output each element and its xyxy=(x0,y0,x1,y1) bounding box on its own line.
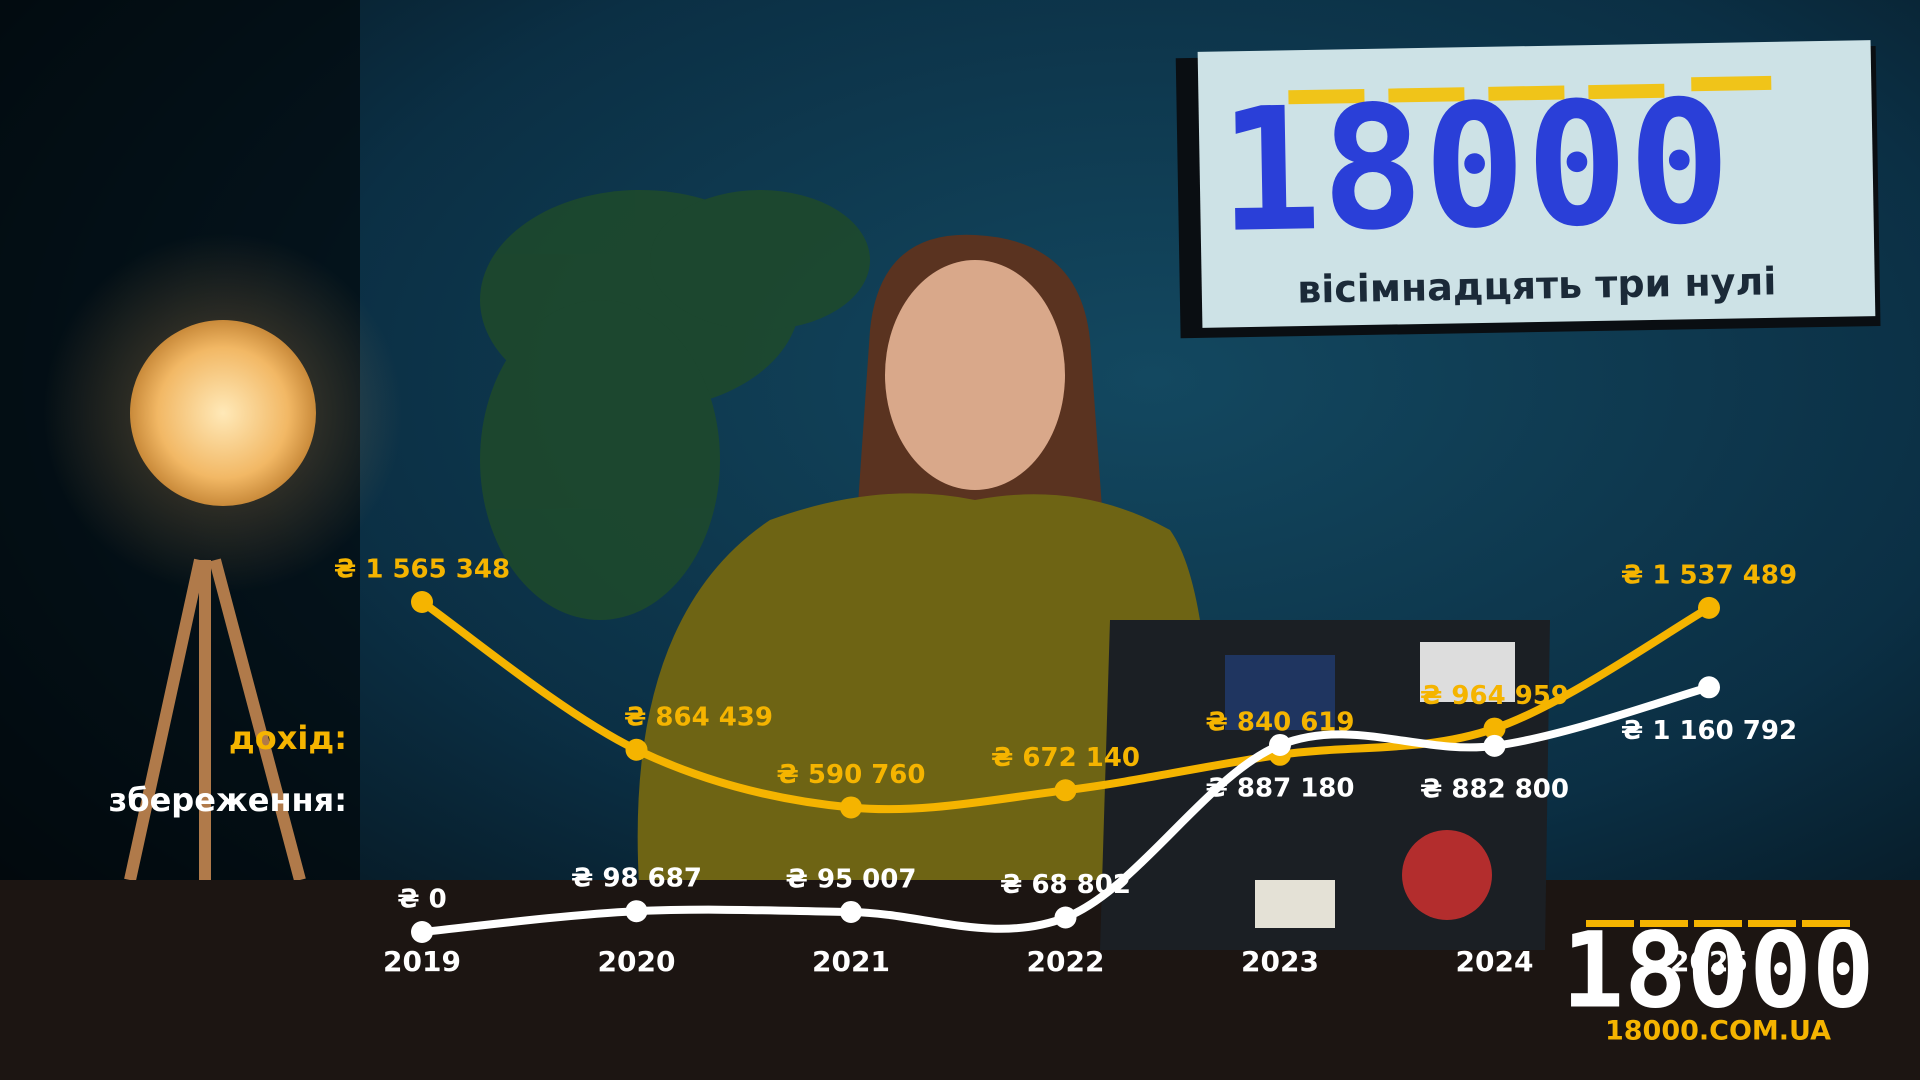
legend-label: збереження: xyxy=(109,781,347,819)
data-point xyxy=(411,591,433,613)
data-point xyxy=(840,796,862,819)
x-tick-label: 2019 xyxy=(383,945,461,978)
sign-dashes xyxy=(1288,75,1772,105)
value-label: ₴ 864 439 xyxy=(624,702,773,732)
x-tick-label: 2023 xyxy=(1241,945,1319,978)
logo-url: 18000.COM.UA xyxy=(1605,1016,1831,1047)
x-tick-label: 2020 xyxy=(598,945,676,978)
data-point xyxy=(1698,676,1720,699)
data-point xyxy=(1698,596,1720,619)
value-label: ₴ 0 xyxy=(397,885,447,915)
data-point xyxy=(625,738,648,761)
value-label: ₴ 1 537 489 xyxy=(1621,560,1797,590)
laptop-stickers xyxy=(1225,642,1515,928)
value-label: ₴ 1 565 348 xyxy=(334,555,510,585)
data-point xyxy=(411,921,433,943)
legend-label: дохід: xyxy=(229,719,347,757)
wall-sign: 18000 вісімнадцять три нулі xyxy=(1175,40,1881,339)
lamp-stand xyxy=(124,558,306,882)
desk xyxy=(0,880,1920,1080)
value-label: ₴ 590 760 xyxy=(777,760,926,790)
value-label: ₴ 95 007 xyxy=(786,864,917,894)
data-point xyxy=(840,900,862,923)
value-label: ₴ 1 160 792 xyxy=(1621,716,1797,746)
plant xyxy=(480,190,870,620)
value-label: ₴ 964 959 xyxy=(1420,681,1569,711)
data-point xyxy=(1483,734,1506,757)
x-tick-label: 2025 xyxy=(1670,945,1748,978)
data-point xyxy=(1054,779,1077,802)
x-tick-label: 2022 xyxy=(1027,945,1105,978)
logo-dashes xyxy=(1586,920,1850,927)
data-point xyxy=(1483,717,1506,740)
x-tick-label: 2024 xyxy=(1456,945,1534,978)
chart: ₴ 1 565 348 ₴ 864 439₴ 590 760 ₴ 672 140 ₴ … xyxy=(109,555,1797,979)
value-label: ₴ 672 140 xyxy=(991,743,1140,773)
sign-caption: вісімнадцять три нулі xyxy=(1297,259,1777,311)
value-label: ₴ 887 180 xyxy=(1206,773,1355,803)
value-label: ₴ 98 687 xyxy=(571,864,702,894)
data-point xyxy=(1054,906,1077,929)
sign-panel xyxy=(1197,40,1876,328)
data-point xyxy=(625,900,648,923)
value-label: ₴ 882 800 xyxy=(1420,774,1569,804)
x-tick-label: 2021 xyxy=(812,945,890,978)
data-point xyxy=(1269,733,1291,756)
lamp xyxy=(130,320,316,506)
sign-number: 18000 xyxy=(1217,64,1732,271)
value-label: ₴ 68 802 xyxy=(1000,870,1131,900)
logo-number: 18000 xyxy=(1561,909,1874,1031)
logo: 18000 18000.COM.UA xyxy=(1561,909,1874,1046)
